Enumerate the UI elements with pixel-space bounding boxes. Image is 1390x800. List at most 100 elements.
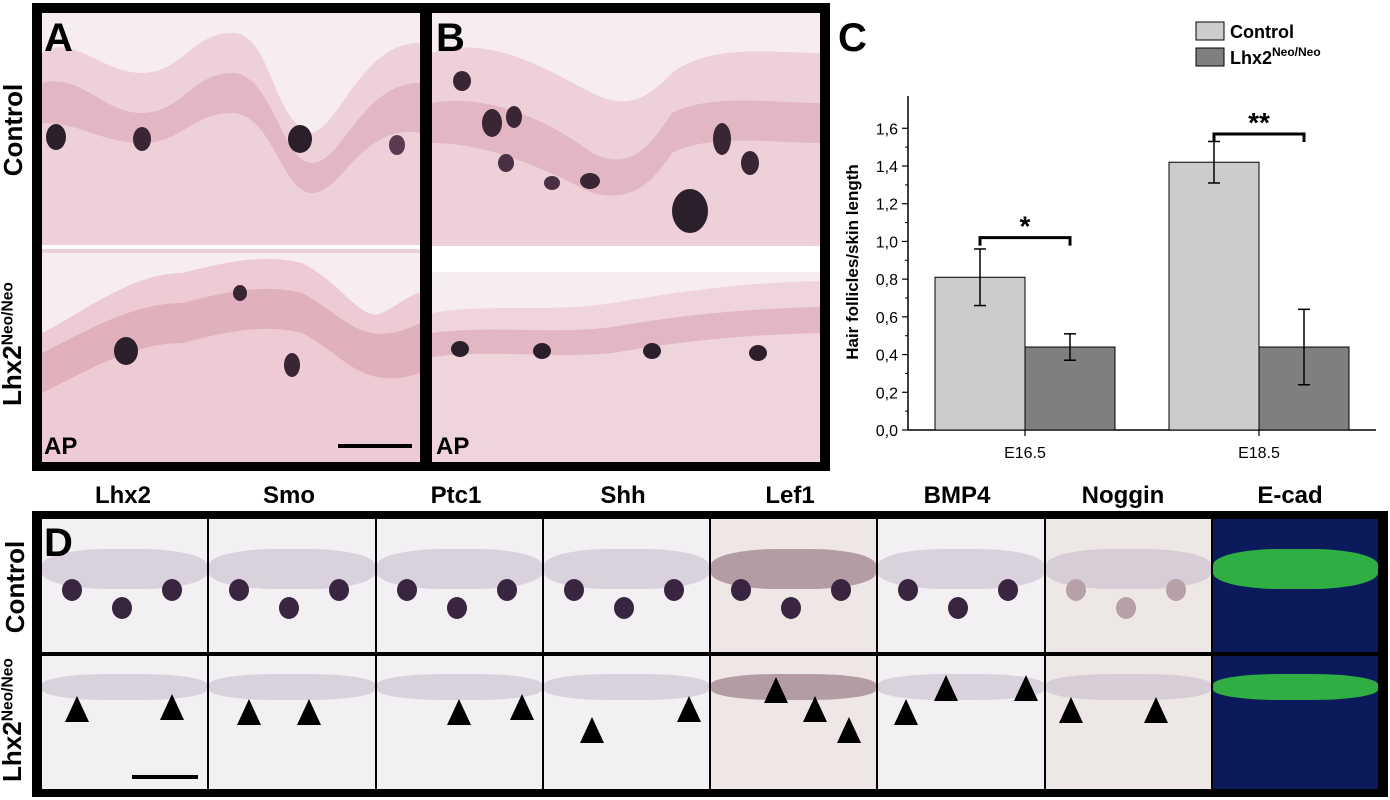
follicle-dot xyxy=(162,579,182,601)
tile-lhx2-mutant xyxy=(42,656,208,789)
row-label-mutant-ab-base: Lhx2 xyxy=(0,345,27,406)
y-tick-label: 0,6 xyxy=(876,310,898,327)
arrowhead-icon xyxy=(297,699,322,725)
follicle-dot xyxy=(731,579,751,601)
scale-bar xyxy=(132,775,198,779)
follicle-dot xyxy=(781,597,801,619)
y-tick-label: 0,0 xyxy=(876,423,898,440)
y-axis-label: Hair follicles/skin length xyxy=(843,164,862,360)
plot-area: 0,0 0,2 0,4 0,6 0,8 1,0 1,2 1,4 1,6 E16.5 * E18.5 ** xyxy=(876,96,1376,462)
arrowhead-icon xyxy=(1058,697,1083,723)
panel-d-grid xyxy=(42,519,1380,789)
arrowhead-icon xyxy=(446,699,471,725)
tile-lef1-control xyxy=(711,519,877,652)
header-ecad: E-cad xyxy=(1257,482,1323,509)
tile-noggin-control xyxy=(1045,519,1211,652)
tile-e-cad-mutant xyxy=(1212,656,1378,789)
follicle-dot xyxy=(1165,579,1186,601)
panel-label-d: D xyxy=(44,521,73,565)
x-tick-label: E18.5 xyxy=(1238,445,1280,462)
header-shh: Shh xyxy=(600,482,646,509)
panel-b-image xyxy=(432,13,820,462)
follicle-dot xyxy=(998,579,1019,601)
row-label-mutant-ab-sup: Neo/Neo xyxy=(0,282,17,346)
follicle-dot xyxy=(62,579,82,601)
arrowhead-icon xyxy=(1014,675,1039,701)
significance-bracket xyxy=(1212,132,1306,142)
arrowhead-icon xyxy=(579,717,604,743)
panel-a-ap-label: AP xyxy=(44,433,78,460)
panel-a-image xyxy=(42,13,420,462)
follicle-dot xyxy=(279,597,300,619)
follicle-dot xyxy=(396,579,417,601)
legend-label-control: Control xyxy=(1230,22,1294,42)
header-noggin: Noggin xyxy=(1081,482,1165,509)
header-lef1: Lef1 xyxy=(765,482,815,509)
panel-a-divider xyxy=(42,245,420,249)
header-ptc1: Ptc1 xyxy=(430,482,482,509)
tile-smo-mutant xyxy=(209,656,375,789)
follicle-dot xyxy=(563,579,584,601)
hair-follicle-bar-chart: Control Lhx2Neo/Neo Hair follicles/skin … xyxy=(843,21,1376,462)
tile-shh-control xyxy=(543,519,709,652)
follicle-dot xyxy=(329,579,350,601)
follicle-dot xyxy=(112,597,132,619)
follicle-dot xyxy=(898,579,919,601)
tile-shh-mutant xyxy=(543,656,709,789)
x-tick-label: E16.5 xyxy=(1004,445,1046,462)
panel-label-a: A xyxy=(44,16,73,60)
significance-stars: * xyxy=(1020,211,1031,242)
epidermis-band xyxy=(1212,549,1378,589)
epidermis-band xyxy=(711,674,877,700)
significance-bracket xyxy=(978,236,1072,246)
follicle-dot xyxy=(831,579,851,601)
follicle-dot xyxy=(613,597,634,619)
arrowhead-icon xyxy=(934,675,959,701)
row-label-control-ab: Control xyxy=(0,83,28,177)
follicle-dot xyxy=(1065,579,1086,601)
follicle-dot xyxy=(663,579,684,601)
follicle-dot xyxy=(446,597,467,619)
panel-b-ap-label: AP xyxy=(436,433,470,460)
arrowhead-icon xyxy=(160,694,184,720)
y-tick-label: 0,4 xyxy=(876,348,898,365)
epidermis-band xyxy=(209,674,375,700)
arrowhead-icon xyxy=(509,694,534,720)
legend-swatch-control xyxy=(1195,21,1225,41)
significance-stars: ** xyxy=(1248,107,1270,138)
legend-label-mutant-sup: Neo/Neo xyxy=(1272,45,1321,59)
row-label-mutant-d-sup: Neo/Neo xyxy=(0,658,17,722)
panel-b-histology xyxy=(432,47,820,462)
legend-label-mutant-base: Lhx2 xyxy=(1230,48,1272,68)
arrowhead-icon xyxy=(65,696,89,722)
arrowhead-icon xyxy=(764,677,788,703)
tile-bmp4-control xyxy=(878,519,1044,652)
row-label-mutant-d: Lhx2Neo/Neo xyxy=(0,640,27,800)
header-bmp4: BMP4 xyxy=(923,482,991,509)
follicle-dot xyxy=(496,579,517,601)
follicle-dot xyxy=(948,597,969,619)
header-smo: Smo xyxy=(262,482,315,509)
tile-smo-control xyxy=(209,519,375,652)
tile-ptc1-control xyxy=(376,519,542,652)
row-label-control-d: Control xyxy=(0,540,30,634)
follicle-dot xyxy=(229,579,250,601)
tile-e-cad-control xyxy=(1212,519,1378,652)
arrowhead-icon xyxy=(1143,697,1168,723)
epidermis-band xyxy=(543,674,709,700)
arrowhead-icon xyxy=(894,699,919,725)
bar-control-E18.5 xyxy=(1168,161,1260,431)
panel-a-histology xyxy=(42,33,420,462)
legend-label-mutant: Lhx2Neo/Neo xyxy=(1230,45,1321,68)
row-label-mutant-d-base: Lhx2 xyxy=(0,721,27,782)
arrowhead-icon xyxy=(803,696,827,722)
y-tick-label: 1,2 xyxy=(876,197,898,214)
arrowhead-icon xyxy=(837,717,861,743)
y-tick-label: 0,2 xyxy=(876,385,898,402)
epidermis-band xyxy=(1212,674,1378,700)
epidermis-band xyxy=(1045,674,1211,700)
follicle-dot xyxy=(1115,597,1136,619)
y-tick-label: 1,0 xyxy=(876,234,898,251)
panel-label-c: C xyxy=(838,16,867,60)
header-lhx2: Lhx2 xyxy=(94,482,151,509)
